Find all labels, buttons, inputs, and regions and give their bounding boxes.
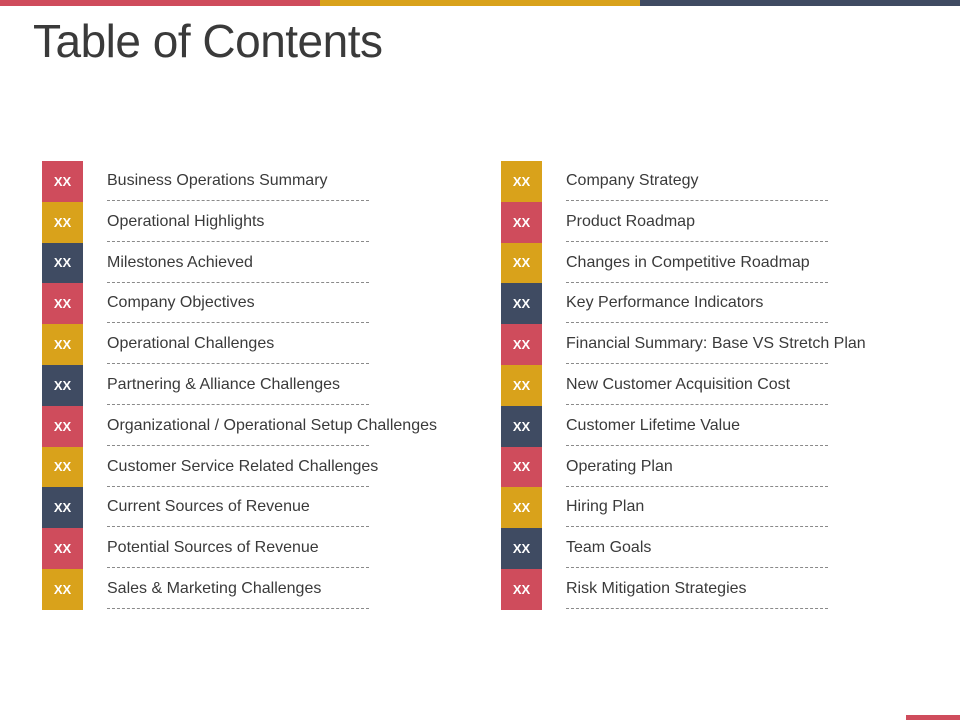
toc-number-badge: XX xyxy=(501,324,542,365)
toc-number-badge: XX xyxy=(501,364,542,406)
toc-item-label: Financial Summary: Base VS Stretch Plan xyxy=(566,335,866,353)
toc-item-label: Hiring Plan xyxy=(566,498,645,516)
dashed-divider xyxy=(566,363,828,365)
toc-number-badge: XX xyxy=(42,528,83,569)
toc-number-badge: XX xyxy=(501,201,542,243)
toc-number-badge: XX xyxy=(501,405,542,447)
dashed-divider xyxy=(107,240,369,242)
toc-item-label: Business Operations Summary xyxy=(107,172,328,189)
toc-item-label: Partnering & Alliance Challenges xyxy=(107,375,341,393)
toc-number-badge: XX xyxy=(42,242,83,284)
top-bar-navy-segment xyxy=(640,0,960,6)
toc-number-badge: XX xyxy=(501,487,542,529)
toc-number-badge: XX xyxy=(42,446,83,488)
toc-item-label: Company Objectives xyxy=(107,294,255,312)
top-bar-red-segment xyxy=(0,0,320,6)
dashed-divider xyxy=(107,281,369,283)
toc-number-badge: XX xyxy=(501,242,542,284)
toc-number-badge: XX xyxy=(42,324,83,365)
dashed-divider xyxy=(566,567,828,569)
toc-number-badge: XX xyxy=(501,528,542,569)
top-color-bar xyxy=(0,0,960,6)
toc-item-label: Risk Mitigation Strategies xyxy=(566,579,747,597)
toc-item-label: Team Goals xyxy=(566,539,652,557)
dashed-divider xyxy=(107,363,369,365)
dashed-divider xyxy=(566,485,828,487)
toc-item-label: Company Strategy xyxy=(566,172,699,189)
dashed-divider xyxy=(566,403,828,405)
top-bar-gold-segment xyxy=(320,0,640,6)
dashed-divider xyxy=(107,200,369,201)
dashed-divider xyxy=(107,567,369,569)
dashed-divider xyxy=(107,444,369,446)
toc-item-label: Customer Service Related Challenges xyxy=(107,457,379,475)
toc-item-label: New Customer Acquisition Cost xyxy=(566,375,791,393)
toc-item-label: Operational Challenges xyxy=(107,335,275,353)
page-title: Table of Contents xyxy=(33,15,383,67)
toc-item-label: Organizational / Operational Setup Chall… xyxy=(107,416,437,434)
toc-number-badge: XX xyxy=(42,201,83,243)
toc-number-badge: XX xyxy=(42,487,83,529)
dashed-divider xyxy=(107,485,369,487)
dashed-divider xyxy=(566,607,828,609)
toc-item-label: Operational Highlights xyxy=(107,212,265,230)
toc-item-label: Product Roadmap xyxy=(566,212,695,230)
toc-item-label: Milestones Achieved xyxy=(107,253,253,271)
toc-item-label: Customer Lifetime Value xyxy=(566,416,740,434)
toc-number-badge: XX xyxy=(501,446,542,488)
toc-item-label: Potential Sources of Revenue xyxy=(107,539,319,557)
dashed-divider xyxy=(107,607,369,609)
corner-accent xyxy=(906,715,960,720)
toc-item-label: Key Performance Indicators xyxy=(566,294,764,312)
dashed-divider xyxy=(566,240,828,242)
dashed-divider xyxy=(107,322,369,324)
toc-number-badge: XX xyxy=(42,568,83,610)
toc-item-label: Current Sources of Revenue xyxy=(107,498,310,516)
dashed-divider xyxy=(566,322,828,324)
toc-number-badge: XX xyxy=(42,405,83,447)
toc-number-badge: XX xyxy=(501,161,542,202)
dashed-divider xyxy=(566,444,828,446)
toc-number-badge: XX xyxy=(501,568,542,610)
toc-item-label: Sales & Marketing Challenges xyxy=(107,579,322,597)
toc-number-badge: XX xyxy=(42,283,83,325)
dashed-divider xyxy=(107,403,369,405)
toc-item-label: Changes in Competitive Roadmap xyxy=(566,253,810,271)
dashed-divider xyxy=(107,526,369,528)
toc-number-badge: XX xyxy=(42,161,83,202)
toc-item-label: Operating Plan xyxy=(566,457,673,475)
dashed-divider xyxy=(566,526,828,528)
dashed-divider xyxy=(566,281,828,283)
dashed-divider xyxy=(566,200,828,201)
toc-number-badge: XX xyxy=(501,283,542,325)
toc-number-badge: XX xyxy=(42,364,83,406)
